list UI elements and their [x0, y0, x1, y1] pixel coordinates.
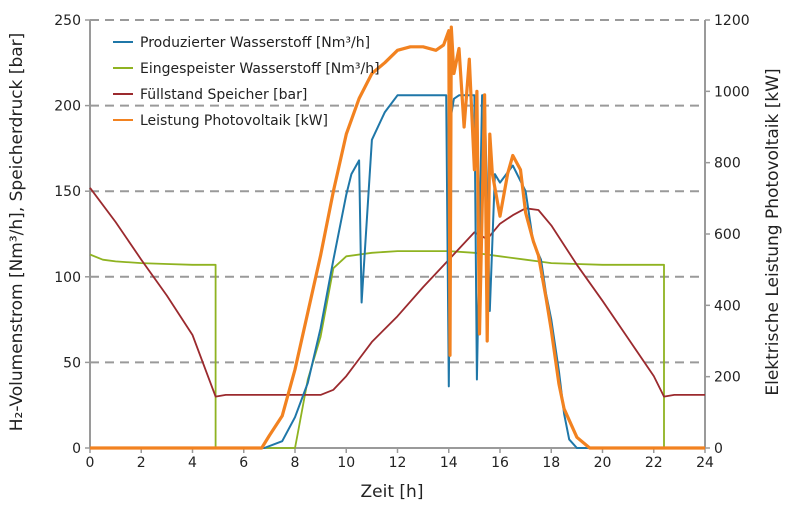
y-axis-right-title: Elektrische Leistung Photovoltaik [kW] [763, 68, 783, 395]
series-line-2 [89, 187, 705, 398]
x-tick-label: 10 [337, 455, 355, 471]
y-left-tick-label: 150 [54, 184, 81, 200]
y-left-tick-label: 0 [72, 441, 81, 457]
y-axis-left-title: H₂-Volumenstrom [Nm³/h], Speicherdruck [… [7, 33, 27, 432]
legend: Produzierter Wasserstoff [Nm³/h] Eingespe… [113, 35, 380, 129]
axes [85, 19, 710, 453]
series-line-3 [90, 25, 705, 450]
x-tick-label: 8 [291, 455, 300, 471]
x-tick-label: 22 [645, 455, 663, 471]
series-lines [89, 25, 705, 450]
x-tick-label: 18 [542, 455, 560, 471]
tick-labels: 0 2 4 6 8 10 12 14 16 18 20 22 240501001502002500200… [54, 13, 749, 471]
x-axis-title: Zeit [h] [361, 482, 424, 502]
legend-entry: Produzierter Wasserstoff [Nm³/h] [140, 35, 370, 51]
x-tick-label: 24 [696, 455, 714, 471]
x-tick-label: 0 [86, 455, 95, 471]
y-right-tick-label: 400 [714, 298, 741, 314]
legend-entry: Leistung Photovoltaik [kW] [140, 113, 328, 129]
x-tick-label: 12 [389, 455, 407, 471]
legend-entry: Eingespeister Wasserstoff [Nm³/h] [140, 61, 380, 77]
y-right-tick-label: 1000 [714, 84, 750, 100]
y-left-tick-label: 250 [54, 13, 81, 29]
y-left-tick-label: 200 [54, 99, 81, 115]
y-right-tick-label: 0 [714, 441, 723, 457]
series-line-0 [90, 94, 705, 449]
x-tick-label: 4 [188, 455, 197, 471]
x-tick-label: 14 [440, 455, 458, 471]
y-right-tick-label: 200 [714, 370, 741, 386]
y-right-tick-label: 600 [714, 227, 741, 243]
y-right-tick-label: 1200 [714, 13, 750, 29]
legend-entry: Füllstand Speicher [bar] [140, 87, 307, 103]
x-tick-label: 6 [239, 455, 248, 471]
y-left-tick-label: 100 [54, 270, 81, 286]
y-right-tick-label: 800 [714, 156, 741, 172]
x-tick-label: 2 [137, 455, 146, 471]
y-left-tick-label: 50 [63, 355, 81, 371]
gridlines [90, 19, 705, 364]
x-tick-label: 20 [594, 455, 612, 471]
series-line-1 [89, 250, 705, 449]
x-tick-label: 16 [491, 455, 509, 471]
